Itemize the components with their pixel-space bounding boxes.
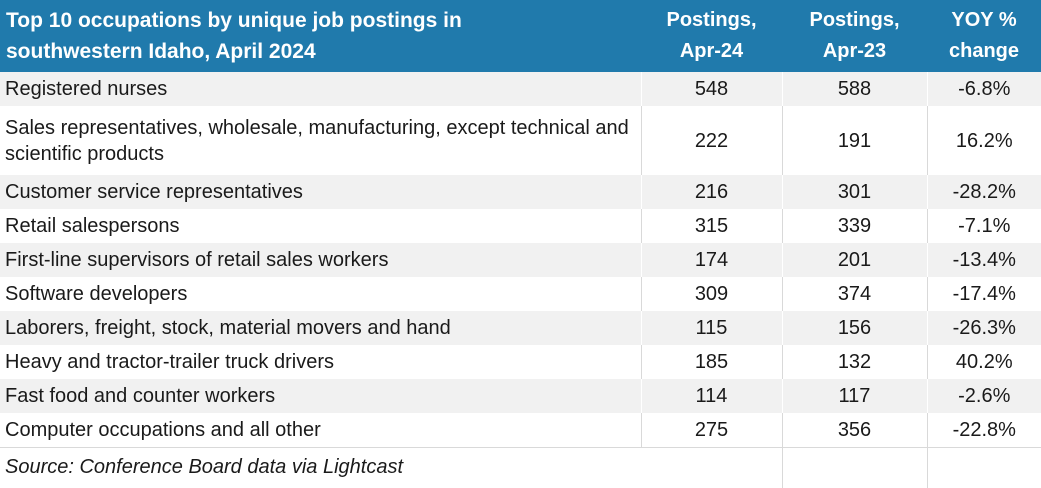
table-row: Software developers 309 374 -17.4% xyxy=(0,277,1041,311)
postings-apr24-cell: 315 xyxy=(640,209,782,243)
occupation-cell: Sales representatives, wholesale, manufa… xyxy=(5,116,629,165)
table-row: Retail salespersons 315 339 -7.1% xyxy=(0,209,1041,243)
yoy-change-cell: -26.3% xyxy=(926,311,1041,345)
table-body: Registered nurses 548 588 -6.8% Sales re… xyxy=(0,72,1041,447)
occupation-cell: Laborers, freight, stock, material mover… xyxy=(5,317,451,339)
occupation-cell: Registered nurses xyxy=(5,78,168,100)
yoy-change-cell: -22.8% xyxy=(926,413,1041,447)
postings-apr24-cell: 548 xyxy=(640,72,782,106)
postings-apr24-cell: 114 xyxy=(640,379,782,413)
column-header-postings-apr24-line-2: Apr-24 xyxy=(679,40,744,62)
yoy-change-cell: 40.2% xyxy=(926,345,1041,379)
table-title-line-2: southwestern Idaho, April 2024 xyxy=(6,40,316,63)
source-note: Source: Conference Board data via Lightc… xyxy=(0,446,782,488)
yoy-change-cell: 16.2% xyxy=(926,106,1041,175)
postings-apr23-cell: 356 xyxy=(781,413,927,447)
postings-apr23-cell: 588 xyxy=(781,72,927,106)
table-row: Heavy and tractor-trailer truck drivers … xyxy=(0,345,1041,379)
yoy-change-cell: -13.4% xyxy=(926,243,1041,277)
postings-apr24-cell: 174 xyxy=(640,243,782,277)
yoy-change-cell: -7.1% xyxy=(926,209,1041,243)
table-header: Top 10 occupations by unique job posting… xyxy=(0,0,1041,72)
table-row: Fast food and counter workers 114 117 -2… xyxy=(0,379,1041,413)
table-title-line-1: Top 10 occupations by unique job posting… xyxy=(6,9,462,32)
table-title: Top 10 occupations by unique job posting… xyxy=(0,0,641,72)
occupation-cell: First-line supervisors of retail sales w… xyxy=(5,249,389,271)
occupation-cell: Software developers xyxy=(5,283,188,305)
postings-apr23-cell: 339 xyxy=(781,209,927,243)
occupation-cell: Customer service representatives xyxy=(5,181,303,203)
yoy-change-cell: -28.2% xyxy=(926,175,1041,209)
footer-empty-cell-2 xyxy=(926,446,1041,488)
column-header-postings-apr23-line-1: Postings, xyxy=(809,9,900,31)
column-header-yoy-change-line-1: YOY % xyxy=(951,9,1017,31)
yoy-change-cell: -17.4% xyxy=(926,277,1041,311)
column-header-yoy-change: YOY % change xyxy=(927,0,1041,72)
source-row: Source: Conference Board data via Lightc… xyxy=(0,446,1041,488)
postings-apr23-cell: 132 xyxy=(781,345,927,379)
occupation-cell: Retail salespersons xyxy=(5,215,180,237)
footer-empty-cell-1 xyxy=(781,446,927,488)
table-row: Laborers, freight, stock, material mover… xyxy=(0,311,1041,345)
column-header-postings-apr24: Postings, Apr-24 xyxy=(641,0,782,72)
table-footer: Source: Conference Board data via Lightc… xyxy=(0,446,1041,488)
column-header-postings-apr23-line-2: Apr-23 xyxy=(822,40,887,62)
header-row: Top 10 occupations by unique job posting… xyxy=(0,0,1041,72)
occupation-cell: Heavy and tractor-trailer truck drivers xyxy=(5,351,334,373)
postings-apr23-cell: 374 xyxy=(781,277,927,311)
table-row: Registered nurses 548 588 -6.8% xyxy=(0,72,1041,106)
postings-apr24-cell: 275 xyxy=(640,413,782,447)
table-row: First-line supervisors of retail sales w… xyxy=(0,243,1041,277)
table-row: Customer service representatives 216 301… xyxy=(0,175,1041,209)
postings-apr24-cell: 222 xyxy=(640,106,782,175)
column-header-postings-apr24-line-1: Postings, xyxy=(666,9,757,31)
postings-apr24-cell: 216 xyxy=(640,175,782,209)
postings-apr24-cell: 115 xyxy=(640,311,782,345)
occupation-cell: Fast food and counter workers xyxy=(5,385,276,407)
postings-apr24-cell: 309 xyxy=(640,277,782,311)
postings-apr23-cell: 156 xyxy=(781,311,927,345)
table-row: Computer occupations and all other 275 3… xyxy=(0,413,1041,447)
column-header-yoy-change-line-2: change xyxy=(948,40,1020,62)
column-header-postings-apr23: Postings, Apr-23 xyxy=(782,0,927,72)
postings-apr23-cell: 301 xyxy=(781,175,927,209)
postings-apr23-cell: 191 xyxy=(781,106,927,175)
yoy-change-cell: -6.8% xyxy=(926,72,1041,106)
postings-apr23-cell: 201 xyxy=(781,243,927,277)
postings-apr23-cell: 117 xyxy=(781,379,927,413)
occupation-cell: Computer occupations and all other xyxy=(5,418,321,441)
postings-apr24-cell: 185 xyxy=(640,345,782,379)
table-row: Sales representatives, wholesale, manufa… xyxy=(0,106,1041,175)
yoy-change-cell: -2.6% xyxy=(926,379,1041,413)
